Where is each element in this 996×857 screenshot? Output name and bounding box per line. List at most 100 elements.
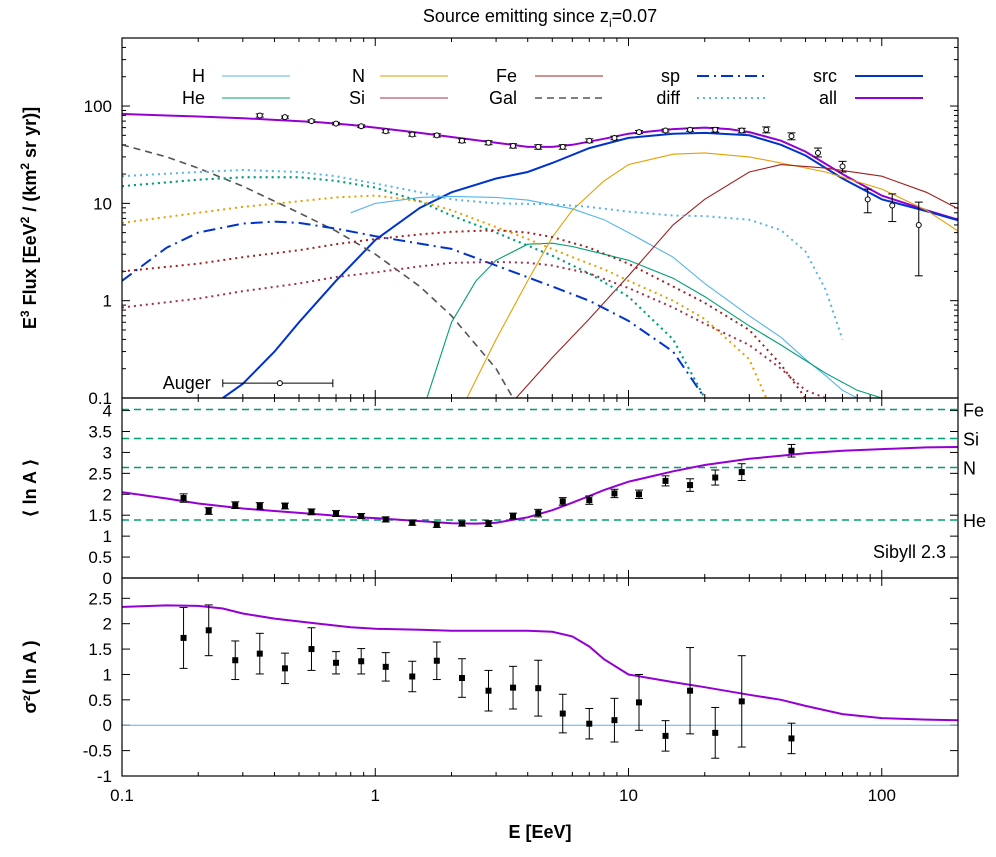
data-point	[586, 497, 593, 504]
y-tick-label: 0	[103, 716, 112, 735]
data-point	[687, 482, 694, 489]
data-point	[382, 663, 389, 670]
data-point	[535, 143, 542, 150]
data-point	[635, 699, 642, 706]
series-N-dotted	[122, 194, 768, 398]
legend-label-N: N	[352, 66, 365, 86]
series-He-dotted	[122, 176, 706, 398]
y-axis-label-part: Flux [EeV	[20, 223, 40, 310]
legend-label-Gal: Gal	[489, 88, 517, 108]
data-point	[738, 698, 745, 705]
y-tick-label: -1	[97, 767, 112, 786]
data-point	[485, 520, 492, 527]
data-point	[256, 112, 263, 119]
data-point	[382, 128, 389, 135]
auger-label: Auger	[163, 373, 211, 393]
data-point	[333, 120, 340, 127]
variance-panel: -1 -0.5 0 0.5 1 1.5 2 2.5 0.1 1 10 100 E [EeV] σ²( ln…	[20, 577, 959, 842]
lnA-panel: 0 0.5 1 1.5 2 2.5 3 3.54 ⟨ ln A ⟩ He N Si Fe Sibyll 2…	[20, 397, 986, 588]
data-point	[586, 720, 593, 727]
y-axis-label-part: / (km	[20, 170, 40, 217]
data-point	[485, 139, 492, 146]
data-point	[232, 657, 239, 664]
legend-label-Fe: Fe	[496, 66, 517, 86]
legend-label-Si: Si	[349, 88, 365, 108]
data-point	[458, 137, 465, 144]
data-point	[358, 658, 365, 665]
data-point	[205, 508, 212, 515]
data-point	[611, 134, 618, 141]
y-tick-label: 3.5	[88, 422, 112, 441]
series-all-solid	[122, 604, 958, 722]
data-point	[788, 735, 795, 742]
data-point	[358, 513, 365, 520]
data-point	[535, 510, 542, 517]
y-axis-label-part: 2	[18, 163, 32, 170]
y-axis-label: E3 Flux [EeV2 / (km2 sr yr)]	[18, 107, 40, 329]
data-point	[510, 513, 517, 520]
data-point	[205, 627, 212, 634]
y-tick-label: 10	[93, 194, 112, 213]
data-point	[687, 126, 694, 133]
series-H-solid	[350, 195, 858, 398]
y-axis-label: σ²( ln A )	[20, 641, 40, 714]
data-point	[333, 659, 340, 666]
y-tick-label: 2.5	[88, 464, 112, 483]
legend-label-sp: sp	[661, 66, 680, 86]
y-axis-label-part: E	[20, 317, 40, 329]
series-Fe-dotted	[122, 229, 807, 398]
reference-label-Si: Si	[963, 430, 979, 450]
data-point	[662, 477, 669, 484]
y-axis-label-part: 3	[18, 310, 32, 317]
y-axis-label-part: sr yr)]	[20, 107, 40, 163]
data-point	[281, 665, 288, 672]
data-point	[409, 519, 416, 526]
data-point	[611, 490, 618, 497]
y-tick-label: -0.5	[83, 742, 112, 761]
data-point	[814, 149, 821, 156]
y-tick-label: 100	[84, 97, 112, 116]
data-point	[458, 520, 465, 527]
data-point	[635, 491, 642, 498]
variance-panel-frame	[121, 577, 959, 777]
data-point	[308, 508, 315, 515]
data-point	[662, 732, 669, 739]
data-point	[611, 717, 618, 724]
data-point	[510, 142, 517, 149]
legend-label-diff: diff	[656, 88, 681, 108]
y-tick-label: 1	[103, 292, 112, 311]
x-tick-label: 10	[619, 786, 638, 805]
series-Fe-solid	[515, 164, 958, 398]
data-point	[333, 510, 340, 517]
data-point	[712, 729, 719, 736]
data-point	[635, 129, 642, 136]
legend-label-H: H	[192, 66, 205, 86]
lnA-panel-frame	[121, 397, 959, 579]
data-point	[485, 687, 492, 694]
y-axis-label-part: 2	[18, 216, 32, 223]
y-tick-label: 3	[103, 443, 112, 462]
series-N-solid	[466, 152, 958, 398]
data-point	[738, 127, 745, 134]
series-all-solid	[122, 446, 958, 525]
data-point	[586, 137, 593, 144]
y-tick-label: 2	[103, 485, 112, 504]
data-point	[409, 673, 416, 680]
y-tick-label: 0	[103, 569, 112, 588]
series-He-solid	[426, 242, 882, 398]
variance-panel-series	[122, 604, 958, 726]
data-point	[308, 118, 315, 125]
x-tick-label: 1	[371, 786, 380, 805]
data-point	[559, 143, 566, 150]
data-point	[738, 469, 745, 476]
data-point	[915, 221, 922, 228]
y-tick-label: 1.5	[88, 506, 112, 525]
data-point	[662, 127, 669, 134]
legend-label-He: He	[182, 88, 205, 108]
auger-legend-marker	[276, 380, 283, 387]
series-Si-dotted	[122, 260, 826, 398]
figure-title: Source emitting since zi=0.07	[423, 6, 657, 30]
y-tick-label: 2.5	[88, 589, 112, 608]
